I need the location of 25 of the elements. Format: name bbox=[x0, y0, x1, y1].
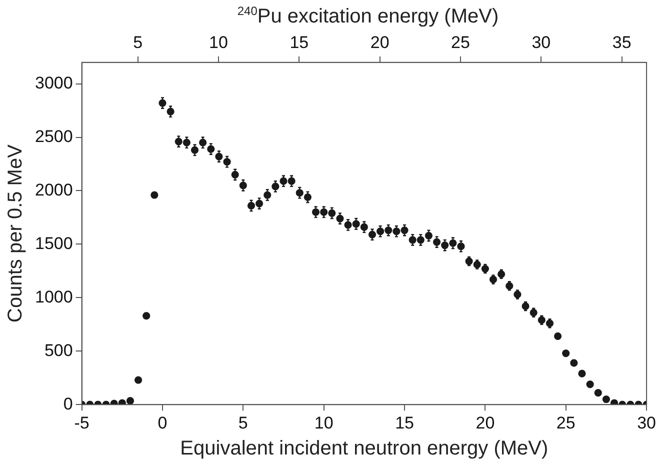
x-tick-label: -5 bbox=[74, 413, 90, 432]
y-tick-label: 0 bbox=[63, 394, 73, 414]
y-axis-title: Counts per 0.5 MeV bbox=[4, 144, 27, 322]
x2-tick-label: 15 bbox=[290, 32, 309, 52]
x-tick-label: 10 bbox=[314, 413, 334, 432]
x-tick-label: 25 bbox=[556, 413, 576, 432]
y-tick-label: 2000 bbox=[34, 180, 73, 200]
x2-tick-label: 25 bbox=[451, 32, 470, 52]
y-tick-label: 3000 bbox=[34, 73, 73, 92]
y-tick-label: 2500 bbox=[34, 126, 73, 146]
x2-tick-label: 10 bbox=[209, 32, 228, 52]
x2-tick-label: 30 bbox=[532, 32, 551, 52]
x-tick-label: 30 bbox=[637, 413, 656, 432]
x-axis-title: Equivalent incident neutron energy (MeV) bbox=[180, 438, 548, 460]
x-tick-label: 20 bbox=[476, 413, 495, 432]
x-tick-label: 15 bbox=[395, 413, 414, 432]
x-tick-label: 0 bbox=[158, 413, 168, 432]
x2-tick-label: 35 bbox=[612, 32, 632, 52]
x2-tick-label: 5 bbox=[133, 32, 143, 52]
y-tick-label: 1000 bbox=[34, 287, 73, 306]
x2-tick-label: 20 bbox=[370, 32, 390, 52]
x2-axis-title: $^{240}$Pu excitation energy (MeV) bbox=[236, 4, 500, 29]
x-tick-label: 5 bbox=[238, 413, 248, 432]
y-tick-label: 500 bbox=[44, 340, 73, 360]
y-tick-label: 1500 bbox=[34, 234, 73, 253]
